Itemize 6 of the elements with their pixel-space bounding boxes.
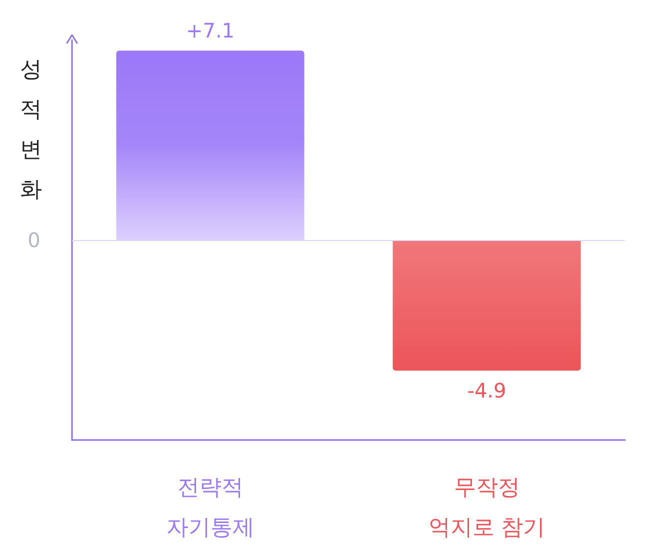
data-label: +7.1 bbox=[186, 18, 235, 43]
data-label: -4.9 bbox=[467, 378, 506, 403]
x-tick-label: 무작정 억지로 참기 bbox=[428, 476, 546, 540]
x-tick-label: 전략적 자기통제 bbox=[166, 476, 254, 540]
text: 0 bbox=[28, 228, 40, 252]
y-axis-title: 성적변화 bbox=[20, 58, 42, 202]
